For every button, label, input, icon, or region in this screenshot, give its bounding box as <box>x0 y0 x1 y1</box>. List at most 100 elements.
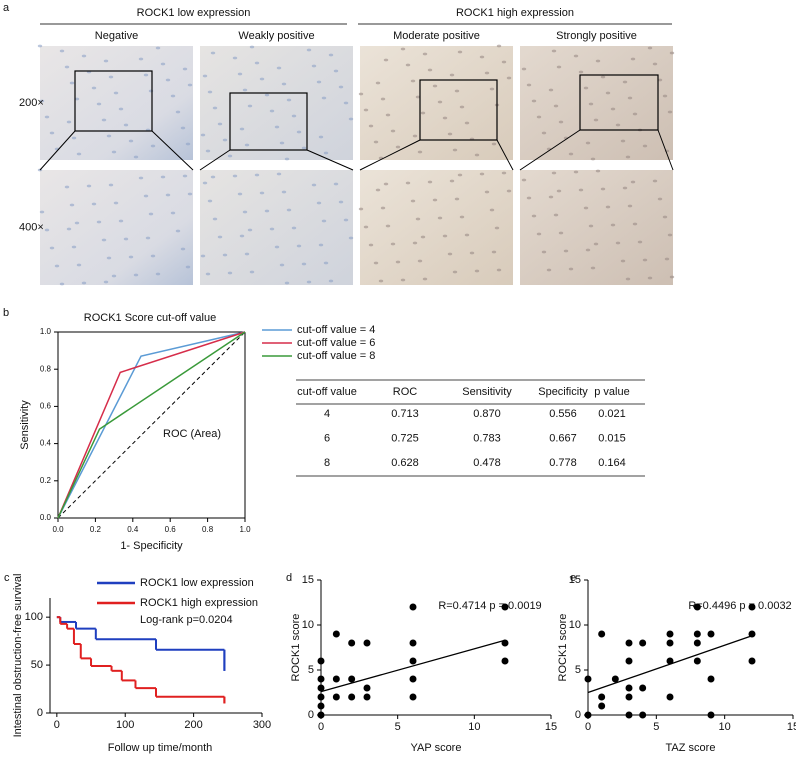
column-title: Strongly positive <box>556 30 637 42</box>
zoom-box <box>579 74 659 131</box>
cell-nucleus <box>605 205 611 209</box>
x-tick-label: 15 <box>787 721 796 733</box>
cell-nucleus <box>449 179 455 183</box>
cell-nucleus <box>106 134 112 138</box>
table-cell: 0.713 <box>391 408 419 420</box>
cell-nucleus <box>642 258 648 262</box>
cell-nucleus <box>415 217 421 221</box>
cell-nucleus <box>187 83 193 87</box>
cell-nucleus <box>296 130 302 134</box>
zoom-line <box>496 139 514 171</box>
y-axis-title: ROCK1 score <box>557 614 569 682</box>
cell-nucleus <box>491 250 497 254</box>
cell-nucleus <box>59 282 65 286</box>
cell-nucleus <box>531 99 537 103</box>
cell-nucleus <box>49 131 55 135</box>
cell-nucleus <box>143 73 149 77</box>
cell-nucleus <box>479 55 485 59</box>
cell-nucleus <box>415 95 421 99</box>
cell-nucleus <box>237 72 243 76</box>
scatter-point <box>666 639 674 647</box>
y-tick-label: 10 <box>569 619 581 631</box>
cell-nucleus <box>182 67 188 71</box>
cell-nucleus <box>301 262 307 266</box>
cell-nucleus <box>264 93 270 97</box>
x-tick-label: 0.6 <box>165 525 177 534</box>
cell-nucleus <box>605 91 611 95</box>
cell-nucleus <box>333 182 339 186</box>
roc-curve <box>57 331 246 519</box>
cell-nucleus <box>375 188 381 192</box>
x-axis-title: TAZ score <box>666 742 716 754</box>
cell-nucleus <box>630 57 636 61</box>
table-header: ROC <box>393 386 418 398</box>
cell-nucleus <box>432 198 438 202</box>
x-tick-label: 5 <box>653 721 659 733</box>
cell-nucleus <box>625 155 631 159</box>
cell-nucleus <box>249 45 255 49</box>
zoom-box <box>74 70 153 132</box>
cell-nucleus <box>506 76 512 80</box>
cell-nucleus <box>457 173 463 177</box>
y-axis-title: Sensitivity <box>19 400 31 450</box>
y-tick-label: 15 <box>569 574 581 586</box>
table-cell: 4 <box>324 408 330 420</box>
cell-nucleus <box>301 146 307 150</box>
table-cell: 8 <box>324 457 330 469</box>
table-cell: 0.556 <box>549 408 577 420</box>
cell-nucleus <box>664 257 670 261</box>
y-axis-title: ROCK1 score <box>290 614 302 682</box>
y-tick-label: 100 <box>25 611 43 623</box>
cell-nucleus <box>150 144 156 148</box>
cell-nucleus <box>395 145 401 149</box>
micrograph <box>360 170 513 285</box>
micrograph <box>40 170 193 285</box>
cell-nucleus <box>222 253 228 257</box>
cell-nucleus <box>281 190 287 194</box>
cell-nucleus <box>469 251 475 255</box>
scatter-point <box>363 693 371 701</box>
cell-nucleus <box>669 275 675 279</box>
legend-label: cut-off value = 4 <box>297 324 375 336</box>
cell-nucleus <box>647 46 653 50</box>
x-axis-title: YAP score <box>411 742 462 754</box>
scatter-point <box>639 684 647 692</box>
annotation: R=0.4496 p = 0.0032 <box>688 600 791 612</box>
cell-nucleus <box>348 236 354 240</box>
scatter-point <box>748 603 756 611</box>
cell-nucleus <box>615 123 621 127</box>
cell-nucleus <box>291 226 297 230</box>
scatter-point <box>317 657 325 665</box>
cell-nucleus <box>254 61 260 65</box>
scatter-point <box>625 693 633 701</box>
legend-label: cut-off value = 8 <box>297 350 375 362</box>
cell-nucleus <box>452 148 458 152</box>
cell-nucleus <box>113 91 119 95</box>
cell-nucleus <box>496 268 502 272</box>
cell-nucleus <box>328 279 334 283</box>
cell-nucleus <box>108 75 114 79</box>
scatter-point <box>693 630 701 638</box>
cell-nucleus <box>420 235 426 239</box>
cell-nucleus <box>318 135 324 139</box>
cell-nucleus <box>44 228 50 232</box>
cell-nucleus <box>595 169 601 173</box>
cell-nucleus <box>123 237 129 241</box>
cell-nucleus <box>155 272 161 276</box>
scatter-point <box>625 711 633 719</box>
cell-nucleus <box>442 116 448 120</box>
scatter-point <box>598 693 606 701</box>
cell-nucleus <box>669 51 675 55</box>
scatter-point <box>409 675 417 683</box>
cell-nucleus <box>417 259 423 263</box>
cell-nucleus <box>113 201 119 205</box>
cell-nucleus <box>590 157 596 161</box>
cell-nucleus <box>585 248 591 252</box>
zoom-line <box>359 139 421 171</box>
cell-nucleus <box>464 121 470 125</box>
cell-nucleus <box>343 218 349 222</box>
micrograph <box>360 46 513 160</box>
cell-nucleus <box>210 175 216 179</box>
scatter-point <box>707 630 715 638</box>
y-tick-label: 0.0 <box>40 513 52 522</box>
